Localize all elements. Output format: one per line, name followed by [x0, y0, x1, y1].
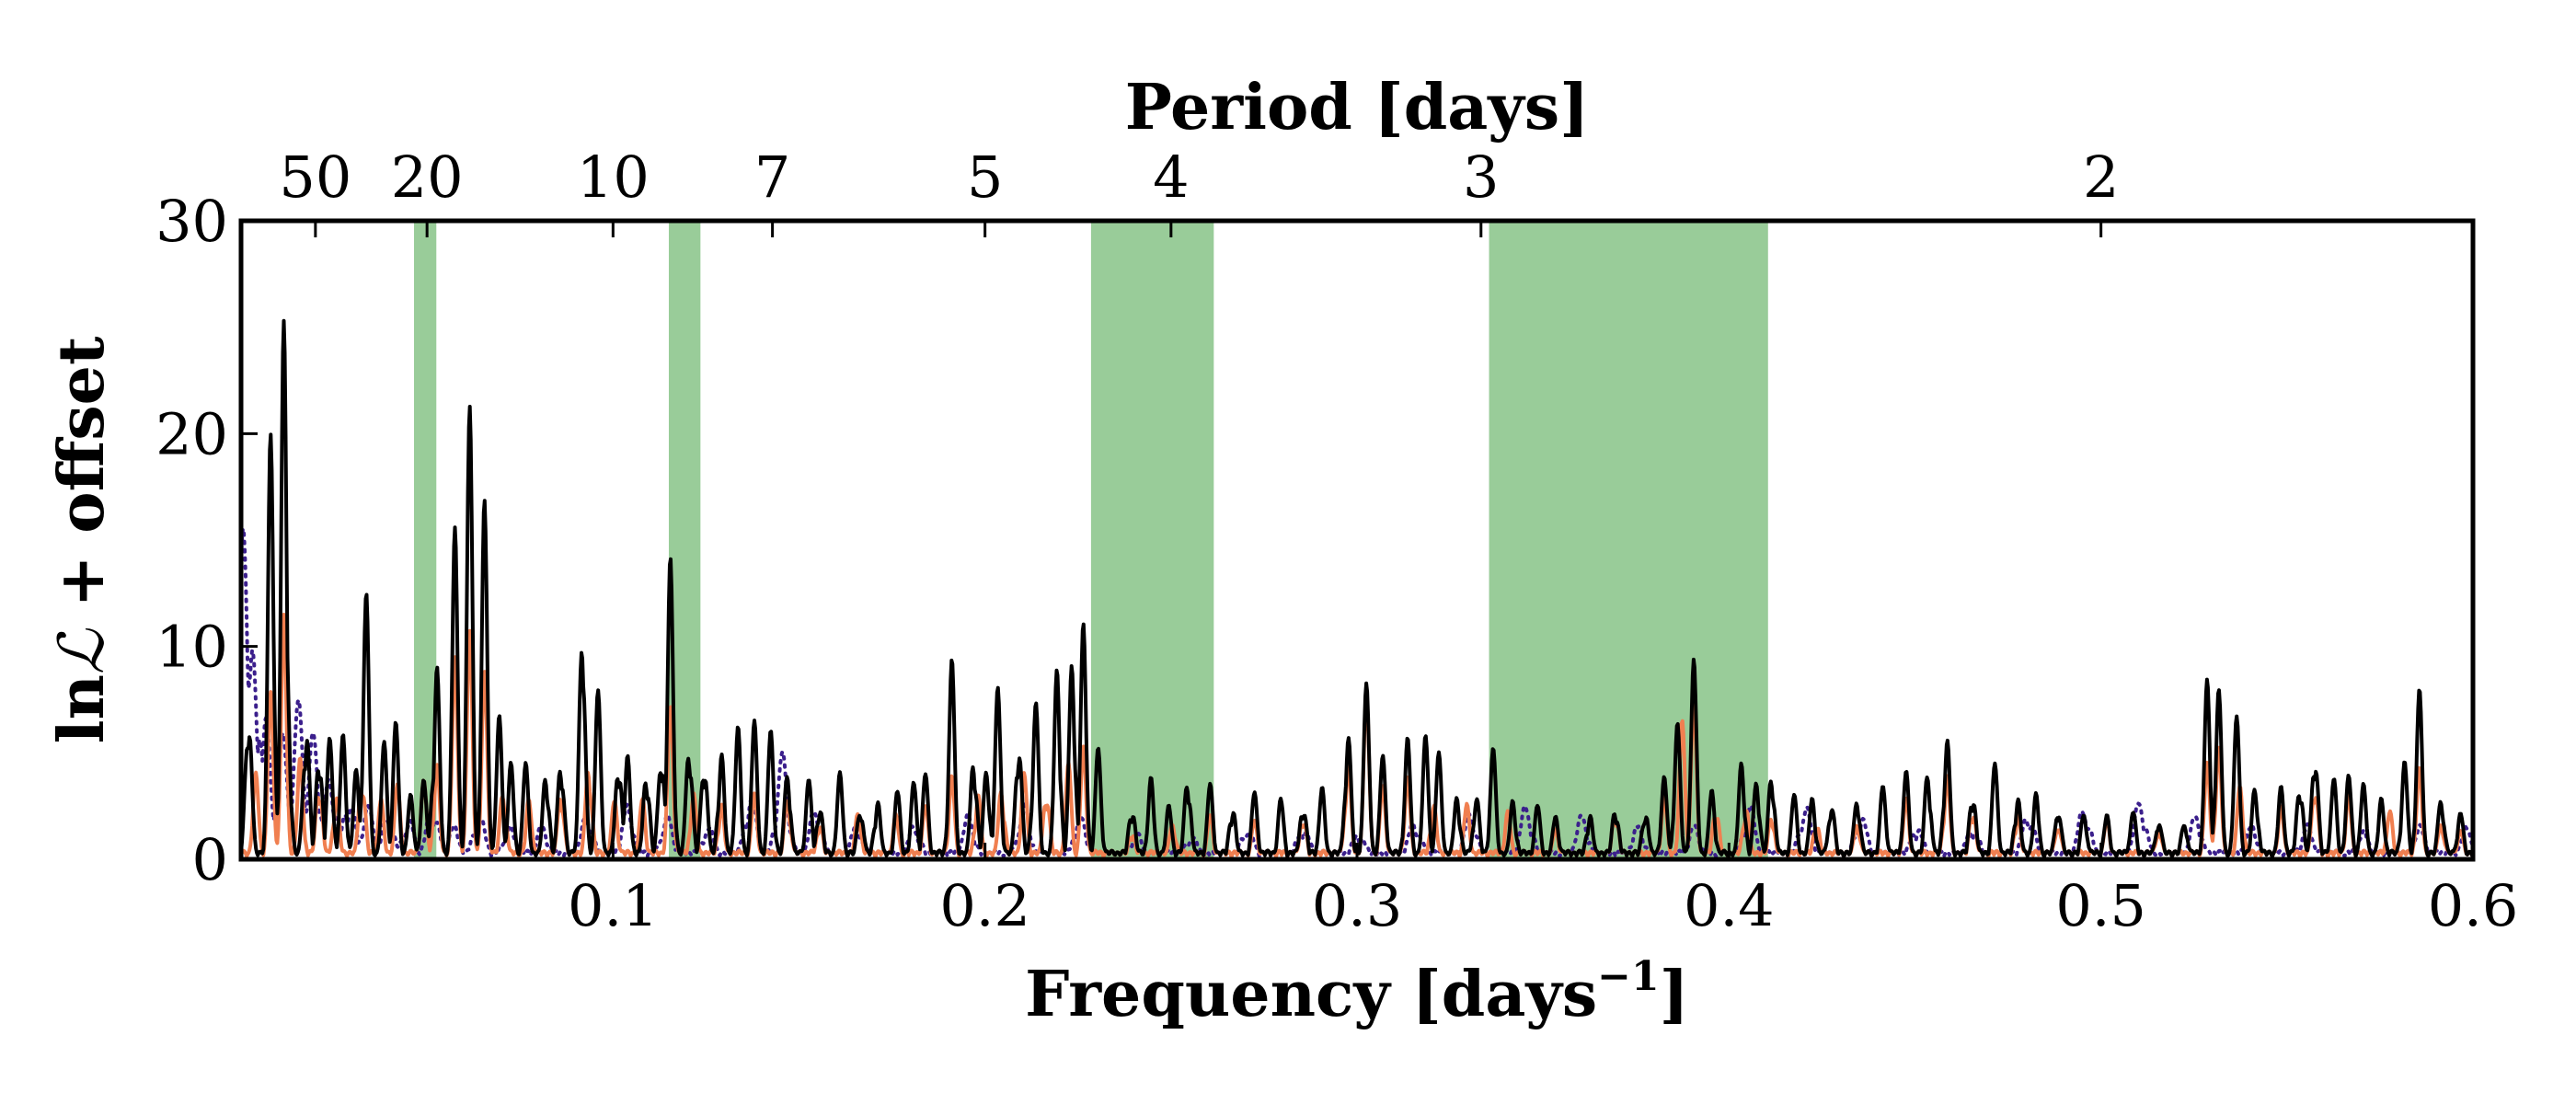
top-axis-title: Period [days] [1125, 71, 1590, 144]
period-tick-label: 3 [1463, 144, 1499, 211]
x-tick-label: 0.6 [2428, 872, 2519, 939]
x-axis-title: Frequency [days−1] [1025, 953, 1689, 1031]
period-tick-label: 5 [967, 144, 1003, 211]
series-layer [241, 318, 2473, 859]
shaded-band-3 [1090, 221, 1214, 859]
y-axis: 0 10 20 30 [155, 188, 258, 893]
y-tick-label: 20 [155, 400, 228, 467]
plot-frame [238, 218, 2476, 862]
x-tick-label: 0.3 [1312, 872, 1403, 939]
x-tick-label: 0.2 [939, 872, 1030, 939]
x-tick-label: 0.5 [2055, 872, 2146, 939]
period-axis: 50 20 10 7 5 4 3 2 [279, 144, 2119, 237]
period-tick-label: 2 [2083, 144, 2119, 211]
x-axis: 0.1 0.2 0.3 0.4 0.5 0.6 [568, 843, 2518, 939]
y-tick-label: 0 [192, 826, 228, 893]
period-tick-label: 20 [391, 144, 464, 211]
shaded-band-4 [1489, 221, 1768, 859]
period-tick-label: 10 [577, 144, 650, 211]
y-tick-label: 30 [155, 188, 228, 255]
y-axis-title: lnℒ + offset [45, 336, 119, 743]
period-tick-label: 4 [1153, 144, 1189, 211]
period-tick-label: 7 [754, 144, 790, 211]
y-tick-label: 10 [155, 614, 228, 681]
series-black [241, 318, 2473, 858]
x-tick-label: 0.4 [1684, 872, 1775, 939]
period-tick-label: 50 [279, 144, 351, 211]
x-tick-label: 0.1 [568, 872, 659, 939]
shaded-bands [414, 221, 1768, 859]
